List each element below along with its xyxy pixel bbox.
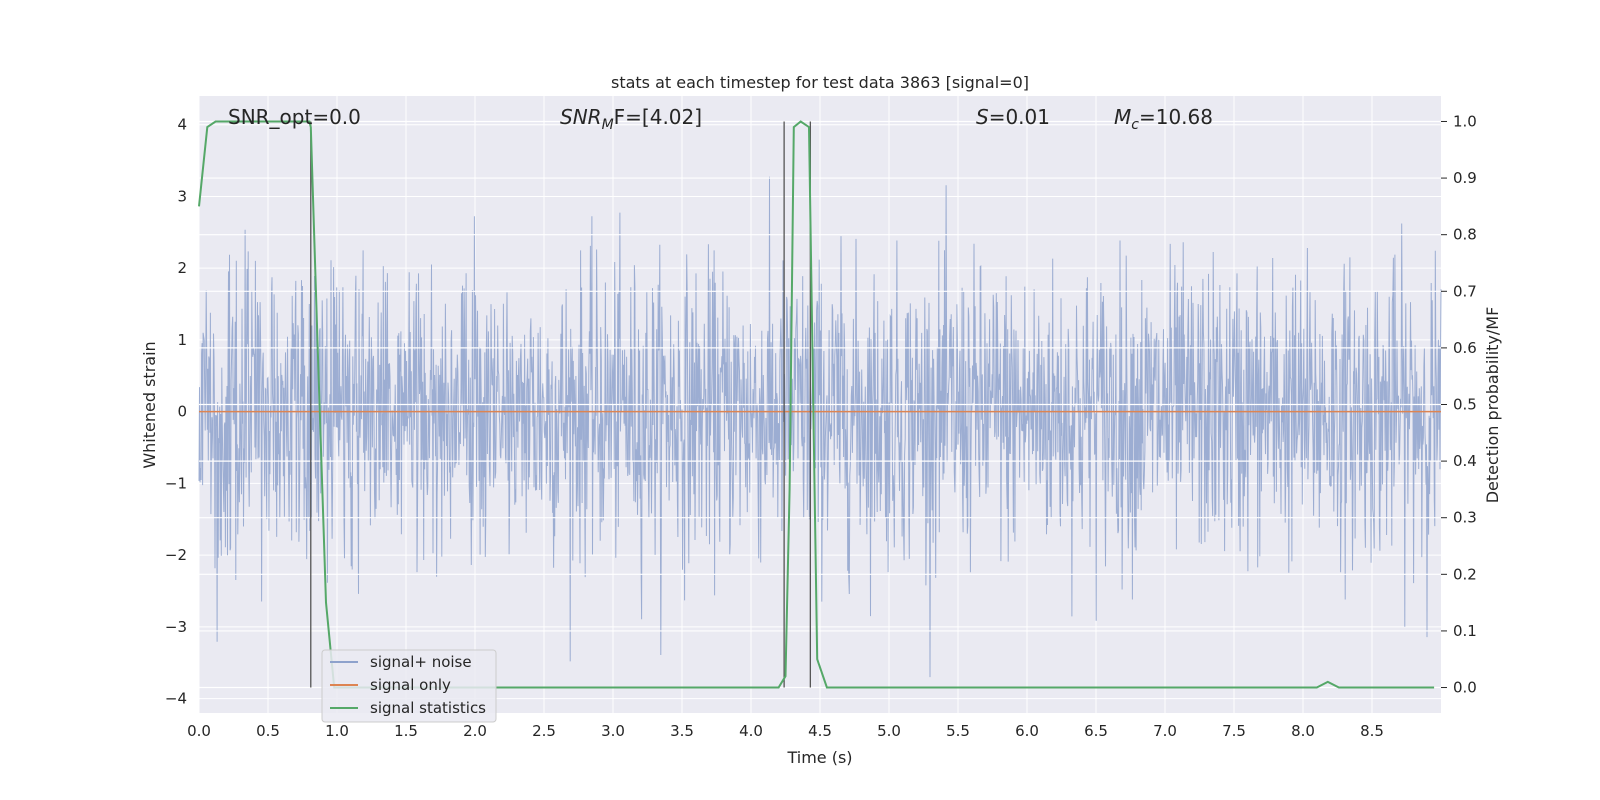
x-tick-label: 8.5 xyxy=(1360,722,1384,740)
x-tick-label: 0.0 xyxy=(187,722,211,740)
y-right-tick-label: 0.3 xyxy=(1453,509,1477,527)
s-value: =0.01 xyxy=(989,105,1050,129)
y-left-tick-label: 0 xyxy=(177,403,187,421)
y-right-tick-label: 1.0 xyxy=(1453,112,1477,130)
x-axis-label: Time (s) xyxy=(786,748,852,767)
legend: signal+ noise signal only signal statist… xyxy=(321,649,497,723)
statistics-line xyxy=(198,120,1435,689)
y-left-tick-label: 1 xyxy=(177,331,187,349)
snr-mf-prefix: SNR xyxy=(560,105,602,129)
x-tick-label: 1.5 xyxy=(394,722,418,740)
signal-noise-series xyxy=(198,176,1442,678)
y-right-tick-label: 0.6 xyxy=(1453,339,1477,357)
x-tick-label: 7.0 xyxy=(1153,722,1177,740)
y-left-tick-label: 3 xyxy=(177,187,187,205)
x-tick-label: 7.5 xyxy=(1222,722,1246,740)
y-right-tick-label: 0.5 xyxy=(1453,396,1477,414)
snr-mf-suffix: F=[4.02] xyxy=(614,105,702,129)
s-label: S xyxy=(976,105,989,129)
mc-value: =10.68 xyxy=(1139,105,1213,129)
y-right-tick-label: 0.7 xyxy=(1453,282,1477,300)
y-left-tick-label: −2 xyxy=(165,546,187,564)
y-axis-left-label: Whitened strain xyxy=(140,341,159,468)
x-tick-label: 3.0 xyxy=(601,722,625,740)
legend-label-noise: signal+ noise xyxy=(370,653,472,671)
y-right-tick-label: 0.9 xyxy=(1453,169,1477,187)
x-tick-label: 4.5 xyxy=(808,722,832,740)
x-tick-label: 6.5 xyxy=(1084,722,1108,740)
y-right-tick-label: 0.4 xyxy=(1453,452,1477,470)
y-left-tick-label: −1 xyxy=(165,474,187,492)
y-left-tick-label: 2 xyxy=(177,259,187,277)
annotation-snr-opt: SNR_opt=0.0 xyxy=(228,105,361,129)
y-axis-right-label: Detection probability/MF xyxy=(1483,307,1502,504)
y-right-tick-label: 0.0 xyxy=(1453,679,1477,697)
x-tick-label: 2.5 xyxy=(532,722,556,740)
y-right-tick-label: 0.2 xyxy=(1453,565,1477,583)
x-tick-label: 8.0 xyxy=(1291,722,1315,740)
legend-label-signal-only: signal only xyxy=(370,676,451,694)
legend-label-statistics: signal statistics xyxy=(370,699,486,717)
x-tick-label: 5.0 xyxy=(877,722,901,740)
noise-line xyxy=(198,176,1442,678)
x-tick-labels: 0.0 0.5 1.0 1.5 2.0 2.5 3.0 3.5 4.0 4.5 5.0 5.5 6.0 6… xyxy=(187,722,1384,740)
x-tick-label: 6.0 xyxy=(1015,722,1039,740)
x-tick-label: 3.5 xyxy=(670,722,694,740)
x-tick-label: 2.0 xyxy=(463,722,487,740)
annotation-s: S=0.01 xyxy=(976,105,1050,129)
annotation-snr-mf: SNRMF=[4.02] xyxy=(560,105,702,133)
y-left-tick-labels: 4 3 2 1 0 −1 −2 −3 −4 xyxy=(165,116,187,708)
y-left-tick-label: −4 xyxy=(165,690,187,708)
snr-mf-sub: M xyxy=(602,117,614,133)
y-left-tick-label: 4 xyxy=(177,116,187,134)
y-right-tick-labels: 1.0 0.9 0.8 0.7 0.6 0.5 0.4 0.3 0.2 0.1 0.0 xyxy=(1441,112,1477,697)
x-tick-label: 1.0 xyxy=(325,722,349,740)
x-tick-label: 0.5 xyxy=(256,722,280,740)
x-tick-label: 5.5 xyxy=(946,722,970,740)
chart-title: stats at each timestep for test data 386… xyxy=(611,73,1029,92)
y-right-tick-label: 0.1 xyxy=(1453,622,1477,640)
y-left-tick-label: −3 xyxy=(165,618,187,636)
mc-sub: c xyxy=(1131,117,1139,133)
y-right-tick-label: 0.8 xyxy=(1453,226,1477,244)
x-tick-label: 4.0 xyxy=(739,722,763,740)
mc-label: M xyxy=(1114,105,1131,129)
annotation-mc: Mc=10.68 xyxy=(1114,105,1213,133)
signal-statistics-series xyxy=(198,120,1435,689)
legend-box xyxy=(321,649,497,723)
